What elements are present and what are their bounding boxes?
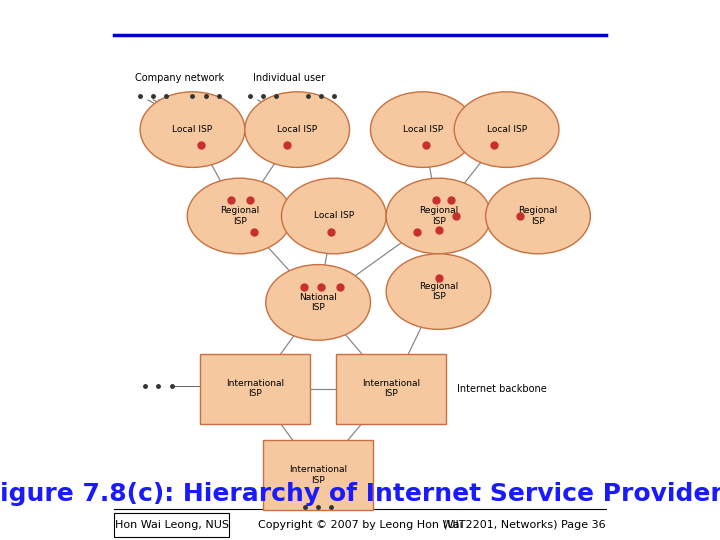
Ellipse shape [266, 265, 371, 340]
Text: Company network: Company network [135, 73, 224, 83]
Ellipse shape [386, 254, 491, 329]
Text: National
ISP: National ISP [300, 293, 337, 312]
Ellipse shape [454, 92, 559, 167]
Text: International
ISP: International ISP [226, 379, 284, 399]
Text: Local ISP: Local ISP [314, 212, 354, 220]
Text: Individual user: Individual user [253, 73, 325, 83]
Text: Regional
ISP: Regional ISP [419, 206, 458, 226]
Text: Local ISP: Local ISP [277, 125, 318, 134]
Ellipse shape [245, 92, 349, 167]
FancyBboxPatch shape [336, 354, 446, 424]
Text: (UIT2201, Networks) Page 36: (UIT2201, Networks) Page 36 [444, 521, 606, 530]
Text: Figure 7.8(c): Hierarchy of Internet Service Providers: Figure 7.8(c): Hierarchy of Internet Ser… [0, 482, 720, 506]
Ellipse shape [485, 178, 590, 254]
Text: Local ISP: Local ISP [402, 125, 443, 134]
Ellipse shape [386, 178, 491, 254]
Text: Regional
ISP: Regional ISP [518, 206, 557, 226]
Ellipse shape [371, 92, 475, 167]
Ellipse shape [187, 178, 292, 254]
FancyBboxPatch shape [114, 513, 229, 537]
Text: Regional
ISP: Regional ISP [220, 206, 259, 226]
FancyBboxPatch shape [263, 440, 373, 510]
Text: Hon Wai Leong, NUS: Hon Wai Leong, NUS [114, 521, 228, 530]
Ellipse shape [140, 92, 245, 167]
Text: International
ISP: International ISP [289, 465, 347, 485]
Text: Copyright © 2007 by Leong Hon Wai: Copyright © 2007 by Leong Hon Wai [258, 521, 462, 530]
Text: Local ISP: Local ISP [487, 125, 526, 134]
FancyBboxPatch shape [200, 354, 310, 424]
Text: Internet backbone: Internet backbone [457, 384, 546, 394]
Ellipse shape [282, 178, 386, 254]
Text: International
ISP: International ISP [362, 379, 420, 399]
Text: Regional
ISP: Regional ISP [419, 282, 458, 301]
Text: Local ISP: Local ISP [172, 125, 212, 134]
